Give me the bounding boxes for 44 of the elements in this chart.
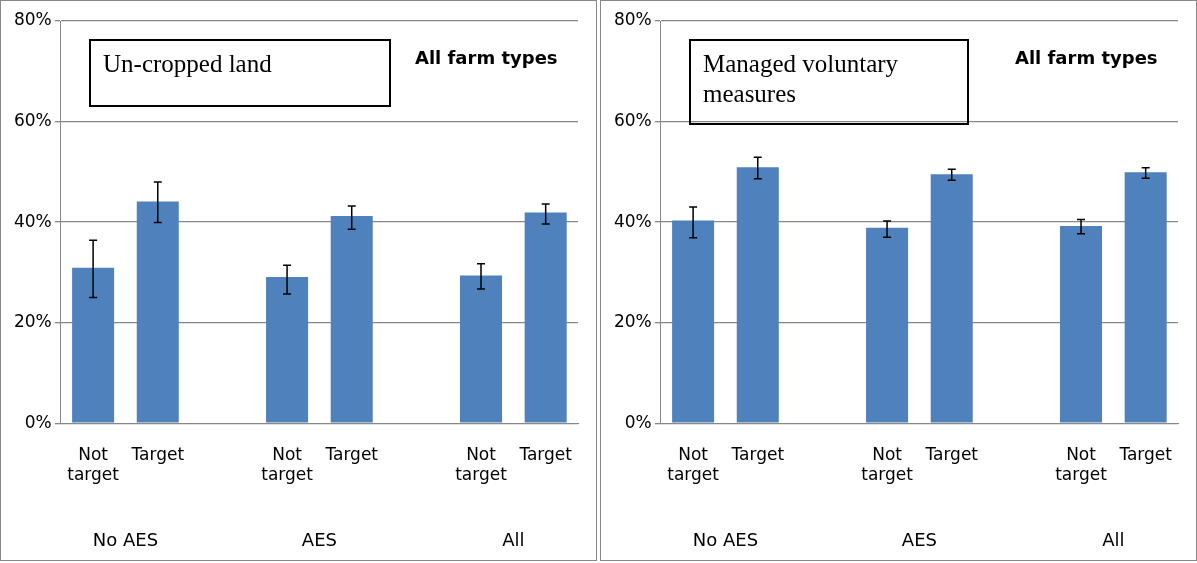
x-tick-label: Not target bbox=[455, 443, 508, 485]
y-tick-label: 60% bbox=[613, 109, 652, 130]
y-tick-label: 80% bbox=[13, 9, 52, 30]
text: AES bbox=[301, 528, 337, 550]
x-tick-label: Target bbox=[518, 443, 573, 464]
bar bbox=[72, 267, 115, 423]
x-tick-label: Target bbox=[324, 443, 379, 464]
text: No AES bbox=[692, 528, 759, 550]
text: AES bbox=[901, 528, 937, 550]
x-tick-label: Not target bbox=[1055, 443, 1108, 485]
text: Managed voluntary measures bbox=[702, 49, 900, 109]
x-tick-label: Not target bbox=[667, 443, 720, 485]
y-tick-label: 0% bbox=[624, 411, 652, 432]
x-tick-label: Target bbox=[1118, 443, 1173, 464]
text: All bbox=[1102, 528, 1125, 550]
y-tick-label: 0% bbox=[24, 411, 52, 432]
bar bbox=[460, 275, 503, 423]
x-tick-label: Target bbox=[130, 443, 185, 464]
text: All farm types bbox=[415, 47, 558, 68]
bar bbox=[330, 216, 373, 423]
bar bbox=[136, 201, 179, 423]
text: Un-cropped land bbox=[102, 49, 273, 79]
bar bbox=[930, 174, 973, 423]
bar bbox=[524, 212, 567, 423]
y-tick-label: 40% bbox=[13, 210, 52, 231]
x-tick-label: Not target bbox=[261, 443, 314, 485]
bar bbox=[866, 227, 909, 423]
y-tick-label: 20% bbox=[13, 311, 52, 332]
text: All bbox=[502, 528, 525, 550]
y-tick-label: 20% bbox=[613, 311, 652, 332]
bar bbox=[1124, 172, 1167, 423]
x-tick-label: Not target bbox=[861, 443, 914, 485]
text: No AES bbox=[92, 528, 159, 550]
y-tick-label: 60% bbox=[13, 109, 52, 130]
y-tick-label: 80% bbox=[613, 9, 652, 30]
bar bbox=[1060, 226, 1103, 423]
bar bbox=[672, 220, 715, 423]
bar bbox=[266, 276, 309, 423]
x-tick-label: Target bbox=[730, 443, 785, 464]
text: All farm types bbox=[1015, 47, 1158, 68]
bar bbox=[736, 167, 779, 423]
x-tick-label: Not target bbox=[67, 443, 120, 485]
x-tick-label: Target bbox=[924, 443, 979, 464]
y-tick-label: 40% bbox=[613, 210, 652, 231]
